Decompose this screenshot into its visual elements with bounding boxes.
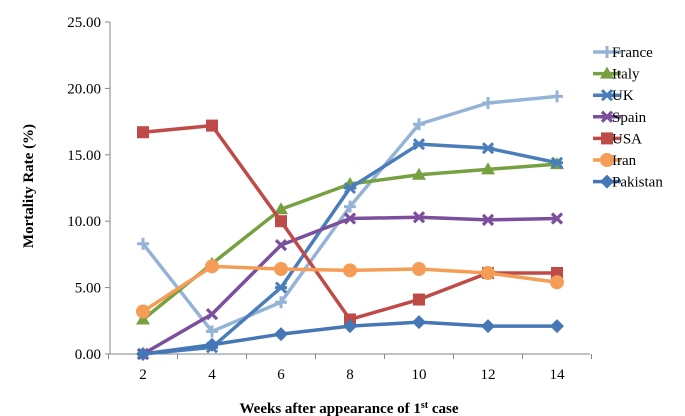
data-point-spain (550, 212, 564, 225)
series-spain (136, 211, 564, 361)
data-point-iran (136, 304, 150, 319)
data-point-iran (481, 265, 495, 280)
x-axis-title-tail: case (428, 401, 459, 416)
data-point-pakistan (136, 347, 150, 361)
legend-label-usa: USA (612, 131, 642, 147)
data-point-spain (412, 211, 426, 224)
data-point-italy (274, 202, 288, 215)
y-axis-title: Mortality Rate (%) (21, 124, 37, 248)
data-point-spain (205, 308, 219, 321)
legend-marker-italy (600, 66, 614, 79)
legend-label-spain: Spain (612, 110, 647, 126)
x-tick-label: 6 (277, 367, 285, 383)
data-point-iran (205, 259, 219, 274)
data-point-iran (343, 263, 357, 278)
legend-item-italy: Italy (593, 66, 640, 83)
series-pakistan (136, 315, 564, 361)
data-point-iran (550, 275, 564, 290)
y-tick-label: 10.00 (67, 214, 101, 230)
legend-item-spain: Spain (593, 110, 647, 126)
data-point-france (482, 97, 494, 110)
legend-label-italy: Italy (612, 67, 640, 83)
data-point-pakistan (481, 319, 495, 334)
series-france (137, 90, 563, 338)
y-axis-ticks: 0.00 5.00 10.00 15.00 20.00 25.00 (67, 15, 110, 363)
legend-marker-spain (600, 110, 614, 123)
legend-marker-usa (601, 132, 613, 145)
y-tick-label: 15.00 (67, 148, 101, 164)
series-iran (136, 259, 564, 319)
x-axis-title-main: Weeks after appearance of 1 (240, 401, 421, 416)
y-tick-label: 25.00 (67, 15, 101, 31)
data-point-usa (206, 119, 218, 132)
x-tick-label: 4 (208, 367, 216, 383)
legend-marker-france (601, 46, 613, 58)
legend-label-iran: Iran (612, 153, 637, 169)
legend-label-pakistan: Pakistan (612, 175, 663, 191)
legend-label-uk: UK (612, 88, 634, 104)
data-point-italy (481, 162, 495, 175)
data-point-usa (275, 215, 287, 228)
x-tick-label: 12 (481, 367, 496, 383)
data-point-italy (412, 167, 426, 180)
series-group (136, 90, 564, 361)
data-point-france (275, 296, 287, 309)
series-italy (136, 157, 564, 325)
data-point-france (413, 118, 425, 131)
data-point-france (551, 90, 563, 103)
data-point-uk (274, 281, 288, 294)
data-point-pakistan (205, 337, 219, 352)
data-point-spain (343, 212, 357, 225)
x-axis-title-superscript: st (421, 400, 429, 411)
legend-marker-uk (600, 89, 614, 102)
data-point-spain (274, 238, 288, 252)
legend-item-iran: Iran (593, 153, 637, 169)
data-point-pakistan (274, 327, 288, 342)
plot-area: 0.00 5.00 10.00 15.00 20.00 25.00 2 4 6 8 10 12 14 (67, 15, 592, 383)
y-tick-label: 20.00 (67, 81, 101, 97)
data-point-spain (481, 213, 495, 227)
data-point-pakistan (412, 315, 426, 330)
data-point-france (206, 325, 218, 338)
legend-item-usa: USA (593, 131, 642, 147)
x-tick-label: 14 (550, 367, 566, 383)
data-point-iran (412, 262, 426, 277)
data-point-uk (412, 138, 426, 151)
data-point-uk (343, 181, 357, 195)
data-point-iran (274, 262, 288, 277)
x-tick-label: 2 (139, 367, 147, 383)
data-point-uk (550, 156, 564, 169)
data-point-pakistan (343, 319, 357, 334)
series-line-france (141, 94, 558, 334)
x-tick-label: 10 (412, 367, 427, 383)
y-tick-label: 5.00 (75, 281, 101, 297)
data-point-france (137, 237, 149, 250)
legend-item-uk: UK (593, 88, 634, 104)
legend-marker-iran (600, 153, 614, 167)
legend-item-france: France (593, 45, 653, 61)
data-point-france (344, 200, 356, 213)
legend: France Italy UK Spain USA Iran Pakistan (593, 45, 663, 191)
x-axis-title: Weeks after appearance of 1st case (240, 400, 459, 416)
x-axis-ticks: 2 4 6 8 10 12 14 (108, 354, 592, 383)
data-point-pakistan (550, 319, 564, 334)
y-tick-label: 0.00 (75, 347, 101, 363)
series-line-usa (142, 123, 557, 322)
x-tick-label: 8 (346, 367, 354, 383)
legend-label-france: France (612, 45, 653, 61)
series-line-spain (142, 215, 558, 356)
data-point-usa (413, 293, 425, 306)
data-point-uk (481, 142, 495, 155)
data-point-usa (137, 126, 149, 139)
legend-item-pakistan: Pakistan (593, 174, 663, 191)
legend-marker-pakistan (600, 174, 614, 189)
